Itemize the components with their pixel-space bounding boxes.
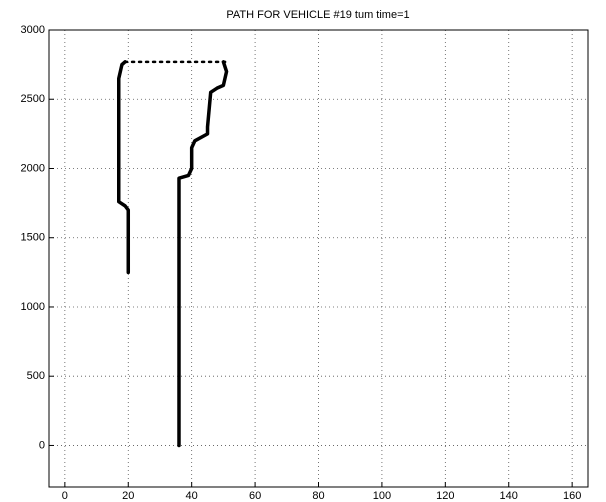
y-tick-label: 1500 [21,232,45,244]
vehicle-path [177,60,229,448]
y-tick-label: 1000 [21,301,45,313]
x-tick-label: 80 [312,490,324,502]
x-tick-label: 160 [563,490,581,502]
x-tick-label: 40 [186,490,198,502]
x-tick-label: 60 [249,490,261,502]
vehicle-path [117,60,131,275]
y-tick-label: 0 [39,439,45,451]
y-tick-label: 2000 [21,162,45,174]
chart-title: PATH FOR VEHICLE #19 tum time=1 [226,9,409,21]
x-tick-label: 140 [500,490,518,502]
y-tick-label: 500 [27,370,45,382]
plot-frame [48,29,589,488]
x-tick-label: 100 [373,490,391,502]
y-tick-label: 2500 [21,93,45,105]
y-tick-label: 3000 [21,24,45,36]
x-tick-label: 20 [122,490,134,502]
x-tick-label: 120 [436,490,454,502]
x-tick-label: 0 [62,490,68,502]
